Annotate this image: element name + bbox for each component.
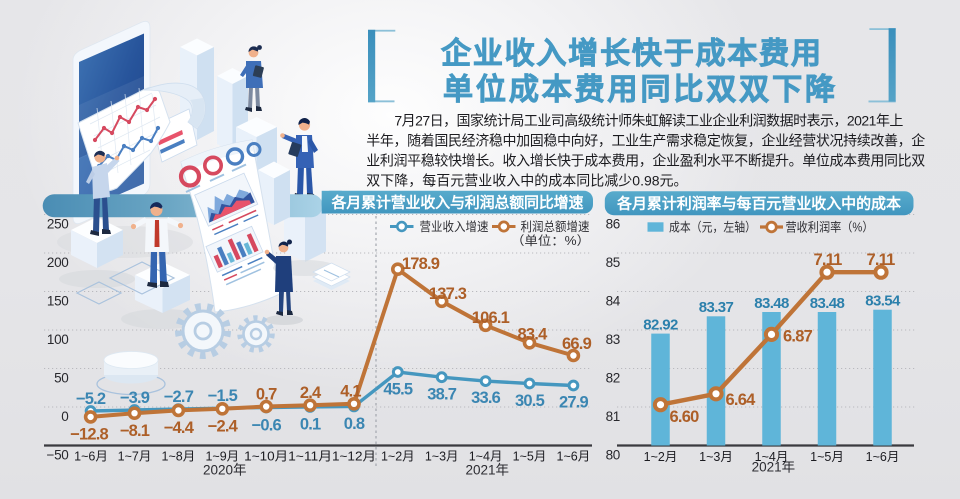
svg-text:7.11: 7.11 bbox=[813, 251, 842, 269]
svg-text:2021年: 2021年 bbox=[466, 462, 510, 477]
svg-text:（单位：%）: （单位：%） bbox=[511, 233, 590, 248]
svg-text:7.11: 7.11 bbox=[866, 251, 895, 269]
svg-text:178.9: 178.9 bbox=[402, 255, 440, 273]
svg-text:−50: −50 bbox=[47, 448, 69, 463]
svg-text:85: 85 bbox=[606, 255, 620, 270]
svg-text:1~3月: 1~3月 bbox=[699, 450, 733, 464]
svg-text:83.48: 83.48 bbox=[754, 295, 789, 312]
svg-text:27.9: 27.9 bbox=[559, 394, 589, 412]
svg-text:0: 0 bbox=[61, 409, 68, 424]
svg-text:150: 150 bbox=[47, 294, 69, 309]
svg-text:0.1: 0.1 bbox=[300, 416, 321, 434]
svg-text:0.7: 0.7 bbox=[256, 385, 277, 403]
svg-text:38.7: 38.7 bbox=[427, 386, 457, 404]
svg-text:4.1: 4.1 bbox=[340, 383, 361, 401]
svg-text:1~5月: 1~5月 bbox=[513, 449, 547, 463]
svg-text:6.64: 6.64 bbox=[726, 391, 757, 409]
svg-text:−2.4: −2.4 bbox=[208, 418, 239, 436]
svg-text:66.9: 66.9 bbox=[562, 335, 592, 353]
svg-text:业利润平稳较快增长。收入增长快于成本费用，企业盈利水平不断提: 业利润平稳较快增长。收入增长快于成本费用，企业盈利水平不断提升。单位成本费用同比… bbox=[366, 153, 925, 169]
svg-text:1~11月: 1~11月 bbox=[288, 449, 332, 463]
svg-text:−5.2: −5.2 bbox=[76, 390, 106, 408]
svg-text:1~6月: 1~6月 bbox=[74, 449, 108, 463]
svg-text:6.60: 6.60 bbox=[670, 408, 700, 426]
svg-text:250: 250 bbox=[47, 217, 69, 232]
svg-text:50: 50 bbox=[54, 371, 68, 386]
svg-text:1~9月: 1~9月 bbox=[205, 449, 239, 463]
svg-text:82.92: 82.92 bbox=[643, 317, 678, 334]
svg-text:各月累计营业收入与利润总额同比增速: 各月累计营业收入与利润总额同比增速 bbox=[331, 194, 584, 212]
svg-text:84: 84 bbox=[606, 294, 621, 309]
svg-text:1~5月: 1~5月 bbox=[810, 450, 844, 464]
svg-text:6.87: 6.87 bbox=[783, 328, 813, 346]
svg-text:100: 100 bbox=[47, 332, 69, 347]
svg-text:企业收入增长快于成本费用: 企业收入增长快于成本费用 bbox=[441, 37, 821, 71]
svg-text:1~3月: 1~3月 bbox=[425, 449, 459, 463]
svg-text:1~10月: 1~10月 bbox=[244, 449, 288, 463]
svg-text:−4.4: −4.4 bbox=[164, 419, 195, 437]
svg-text:200: 200 bbox=[47, 255, 69, 270]
svg-text:83.37: 83.37 bbox=[699, 299, 734, 316]
svg-text:−8.1: −8.1 bbox=[120, 422, 150, 440]
svg-text:营收利润率（%）: 营收利润率（%） bbox=[786, 220, 874, 235]
svg-text:1~4月: 1~4月 bbox=[469, 449, 503, 463]
svg-text:83.4: 83.4 bbox=[518, 326, 549, 344]
svg-text:利润总额增速: 利润总额增速 bbox=[521, 219, 590, 234]
svg-text:83: 83 bbox=[606, 332, 620, 347]
svg-text:82: 82 bbox=[606, 371, 620, 386]
svg-text:2.4: 2.4 bbox=[300, 384, 322, 402]
svg-text:0.8: 0.8 bbox=[344, 415, 365, 433]
svg-text:双下降，每百元营业收入中的成本同比减少0.98元。: 双下降，每百元营业收入中的成本同比减少0.98元。 bbox=[366, 173, 687, 189]
svg-text:137.3: 137.3 bbox=[429, 285, 467, 303]
svg-text:1~2月: 1~2月 bbox=[381, 449, 415, 463]
svg-text:81: 81 bbox=[606, 409, 620, 424]
svg-text:半年，随着国民经济稳中加固稳中向好，工业生产需求稳定恢复，企: 半年，随着国民经济稳中加固稳中向好，工业生产需求稳定恢复，企业经营状况持续改善，… bbox=[366, 133, 925, 149]
svg-text:1~2月: 1~2月 bbox=[644, 450, 678, 464]
svg-text:1~7月: 1~7月 bbox=[118, 449, 152, 463]
svg-text:33.6: 33.6 bbox=[471, 389, 501, 407]
svg-text:各月累计利润率与每百元营业收入中的成本: 各月累计利润率与每百元营业收入中的成本 bbox=[616, 194, 901, 212]
svg-text:2020年: 2020年 bbox=[203, 462, 247, 477]
svg-text:成本（元，左轴）: 成本（元，左轴） bbox=[669, 220, 756, 235]
svg-text:2021年: 2021年 bbox=[752, 459, 796, 474]
svg-text:7月27日，国家统计局工业司高级统计师朱虹解读工业企业利润数: 7月27日，国家统计局工业司高级统计师朱虹解读工业企业利润数据时表示，2021年… bbox=[394, 113, 903, 129]
svg-text:30.5: 30.5 bbox=[515, 392, 545, 410]
svg-text:营业收入增速: 营业收入增速 bbox=[420, 219, 489, 234]
svg-text:106.1: 106.1 bbox=[472, 309, 510, 327]
svg-text:−1.5: −1.5 bbox=[208, 387, 238, 405]
svg-text:−0.6: −0.6 bbox=[252, 416, 282, 434]
svg-text:−3.9: −3.9 bbox=[120, 389, 150, 407]
svg-text:83.48: 83.48 bbox=[810, 295, 845, 312]
svg-text:−12.8: −12.8 bbox=[70, 426, 108, 444]
svg-text:1~6月: 1~6月 bbox=[557, 449, 591, 463]
svg-text:86: 86 bbox=[606, 217, 620, 232]
svg-text:1~8月: 1~8月 bbox=[162, 449, 196, 463]
svg-text:1~6月: 1~6月 bbox=[866, 450, 900, 464]
svg-text:45.5: 45.5 bbox=[383, 381, 413, 399]
svg-text:−2.7: −2.7 bbox=[164, 388, 194, 406]
svg-text:1~4月: 1~4月 bbox=[755, 450, 789, 464]
svg-text:83.54: 83.54 bbox=[865, 293, 901, 310]
svg-text:1~12月: 1~12月 bbox=[332, 449, 376, 463]
svg-text:单位成本费用同比双双下降: 单位成本费用同比双双下降 bbox=[443, 73, 836, 107]
svg-text:80: 80 bbox=[606, 448, 620, 463]
